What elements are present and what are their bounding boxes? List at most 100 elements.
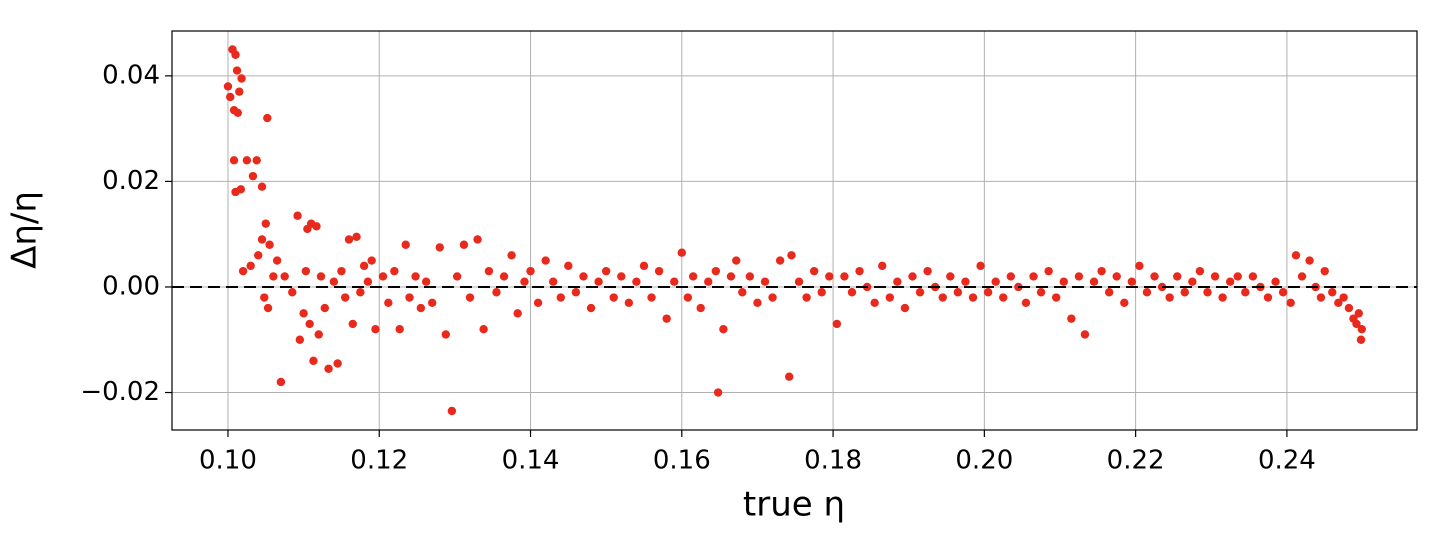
point (356, 288, 365, 297)
point (760, 277, 770, 286)
point (465, 293, 475, 302)
point (609, 293, 618, 302)
point (484, 266, 494, 276)
point (337, 266, 346, 276)
point (647, 293, 656, 302)
point (1044, 266, 1053, 276)
point (885, 293, 895, 302)
point (452, 272, 462, 281)
point (261, 219, 270, 228)
point (1173, 272, 1182, 281)
point (1150, 272, 1159, 281)
point (732, 256, 741, 265)
point (405, 293, 414, 302)
point (513, 309, 522, 318)
point (976, 261, 985, 271)
point (295, 335, 305, 344)
point (492, 288, 501, 297)
point (802, 293, 811, 302)
point (231, 50, 240, 59)
point (441, 330, 451, 339)
point (1188, 277, 1197, 286)
point (825, 272, 834, 281)
point (878, 261, 887, 271)
point (371, 324, 380, 334)
point (1286, 298, 1295, 308)
point (314, 330, 323, 339)
point (226, 92, 235, 102)
point (999, 293, 1008, 302)
point (499, 272, 509, 281)
y-tick-label: −0.02 (80, 377, 160, 407)
point (579, 272, 588, 281)
point (1241, 288, 1250, 297)
point (344, 235, 354, 244)
point (617, 272, 626, 281)
point (1165, 293, 1174, 302)
point (1271, 277, 1280, 286)
point (601, 266, 611, 276)
point (1263, 293, 1273, 302)
point (753, 298, 762, 308)
point (1305, 256, 1314, 265)
point (840, 272, 849, 281)
point (719, 324, 728, 334)
point (1080, 330, 1090, 339)
point (1104, 288, 1114, 297)
point (272, 256, 282, 265)
point (293, 211, 302, 220)
point (745, 272, 755, 281)
point (594, 277, 603, 286)
point (459, 240, 469, 249)
point (670, 277, 679, 286)
y-tick-label: 0.04 (102, 60, 160, 90)
point (520, 277, 529, 286)
point (276, 377, 286, 387)
y-axis-label: Δη/η (5, 191, 45, 269)
point (269, 272, 278, 281)
point (938, 293, 947, 302)
point (711, 266, 721, 276)
point (252, 156, 261, 165)
point (263, 303, 273, 313)
x-tick-label: 0.14 (502, 446, 560, 476)
x-tick-label: 0.10 (199, 446, 257, 476)
point (246, 261, 255, 271)
point (237, 74, 246, 83)
point (233, 108, 243, 118)
point (263, 113, 272, 123)
point (564, 261, 573, 271)
point (1052, 293, 1061, 302)
point (809, 266, 819, 276)
point (395, 324, 404, 334)
point (768, 293, 777, 302)
point (893, 277, 902, 286)
x-tick-label: 0.18 (804, 446, 862, 476)
point (908, 272, 917, 281)
point (333, 359, 342, 368)
point (427, 298, 437, 308)
point (254, 251, 263, 260)
plot-frame (171, 30, 1418, 431)
point (541, 256, 550, 265)
point (411, 272, 420, 281)
point (946, 272, 955, 281)
point (586, 303, 596, 313)
point (662, 314, 671, 323)
point (983, 288, 993, 297)
point (367, 256, 376, 265)
point (968, 293, 978, 302)
x-tick-label: 0.20 (955, 446, 1013, 476)
point (305, 319, 314, 329)
point (713, 388, 723, 397)
point (1320, 266, 1329, 276)
point (1357, 324, 1366, 334)
point (309, 356, 318, 366)
point (421, 277, 431, 286)
x-axis-label: true η (743, 485, 845, 525)
point (794, 277, 804, 286)
point (1356, 335, 1366, 344)
point (1029, 272, 1038, 281)
y-tick-label: 0.00 (102, 271, 160, 301)
